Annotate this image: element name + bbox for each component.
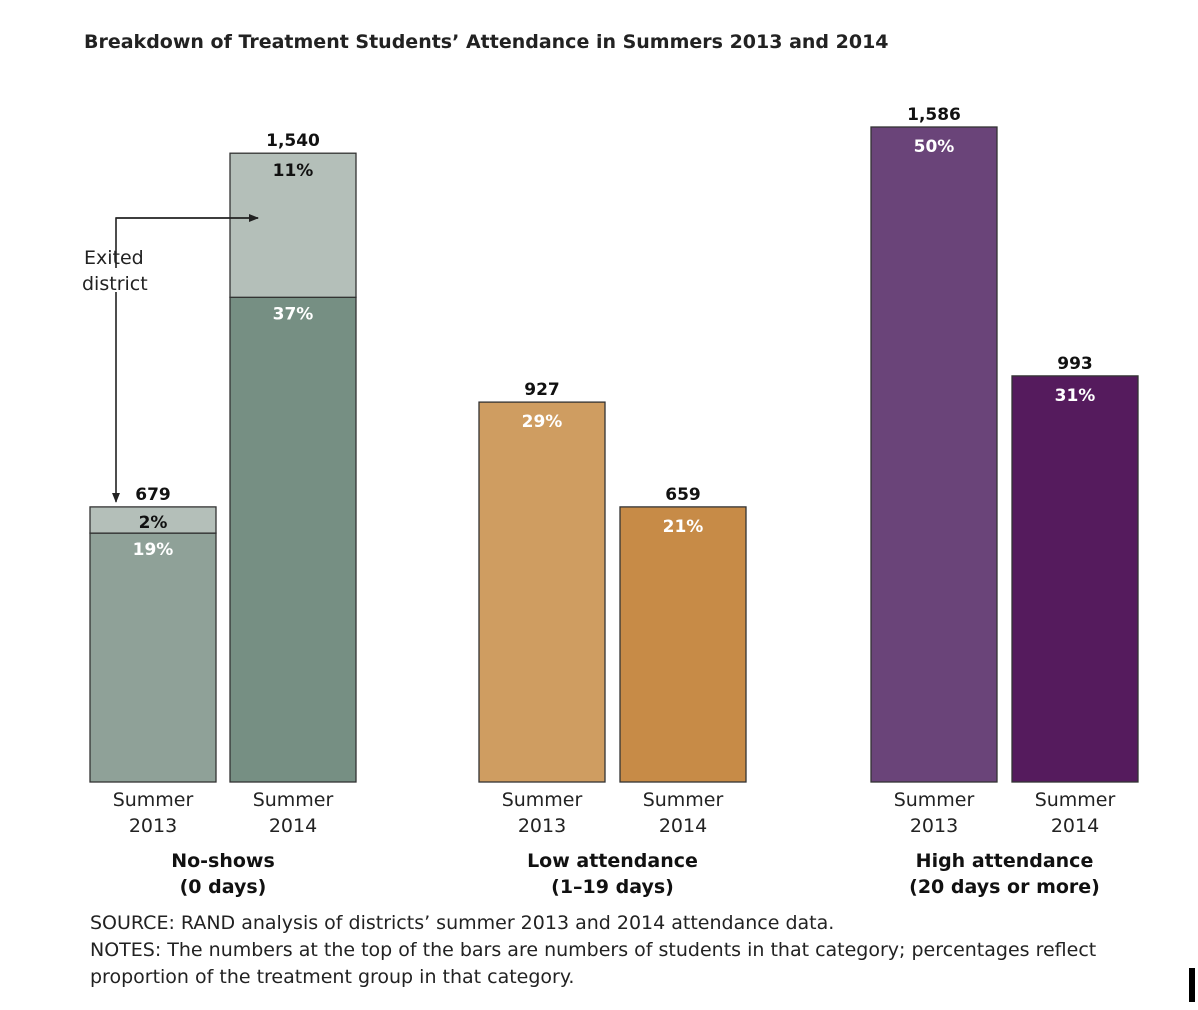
group-label: No-shows [171,850,275,872]
bar-segment [229,152,357,298]
x-tick-label: 2014 [659,815,707,837]
count-label: 1,586 [907,105,961,125]
count-label: 927 [524,380,560,400]
count-label: 993 [1057,354,1093,374]
x-tick-label: 2014 [1051,815,1099,837]
x-tick-label: Summer [643,789,724,811]
annotation-text: district [82,273,148,295]
percent-label: 2% [139,513,168,533]
group-label: (20 days or more) [909,876,1100,898]
count-label: 1,540 [266,131,320,151]
bar-group-3: 50% 1,586 Summer 2013 31% 993 Summer 2014 High a… [870,105,1139,898]
x-tick-label: Summer [113,789,194,811]
percent-label: 11% [273,161,314,181]
bars-layer: 19% 2% 679 Summer 2013 37% 11% 1,540 Summer 2014 N… [89,105,1139,898]
x-tick-label: 2013 [129,815,177,837]
x-tick-label: Summer [253,789,334,811]
percent-label: 19% [133,540,174,560]
exited-district-annotation: Exited district [82,214,259,503]
x-tick-label: Summer [502,789,583,811]
percent-label: 21% [663,517,704,537]
x-tick-label: Summer [894,789,975,811]
x-tick-label: 2014 [269,815,317,837]
bar-segment [89,506,217,534]
bar-segment [1011,375,1139,783]
bar-segment [89,532,217,783]
group-label: (1–19 days) [551,876,674,898]
percent-label: 31% [1055,386,1096,406]
chart-notes: SOURCE: RAND analysis of districts’ summ… [90,912,1096,988]
count-label: 679 [135,485,171,505]
bar-group-2: 29% 927 Summer 2013 21% 659 Summer 2014 Low atte… [478,380,747,898]
x-tick-label: 2013 [910,815,958,837]
note-line: SOURCE: RAND analysis of districts’ summ… [90,912,834,934]
page-edge-mark [1189,968,1195,1002]
chart-title: Breakdown of Treatment Students’ Attenda… [84,31,889,53]
count-label: 659 [665,485,701,505]
bar-segment [478,401,606,783]
note-line: NOTES: The numbers at the top of the bar… [90,939,1096,961]
bar-segment [870,126,998,783]
percent-label: 37% [273,304,314,324]
bar-segment [229,296,357,783]
percent-label: 50% [914,137,955,157]
note-line: proportion of the treatment group in tha… [90,966,574,988]
bar-group-1: 19% 2% 679 Summer 2013 37% 11% 1,540 Summer 2014 N… [89,131,357,898]
percent-label: 29% [522,412,563,432]
group-label: High attendance [916,850,1094,872]
annotation-text: Exited [84,247,144,269]
group-label: (0 days) [180,876,267,898]
group-label: Low attendance [527,850,698,872]
x-tick-label: Summer [1035,789,1116,811]
x-tick-label: 2013 [518,815,566,837]
bar-segment [619,506,747,783]
